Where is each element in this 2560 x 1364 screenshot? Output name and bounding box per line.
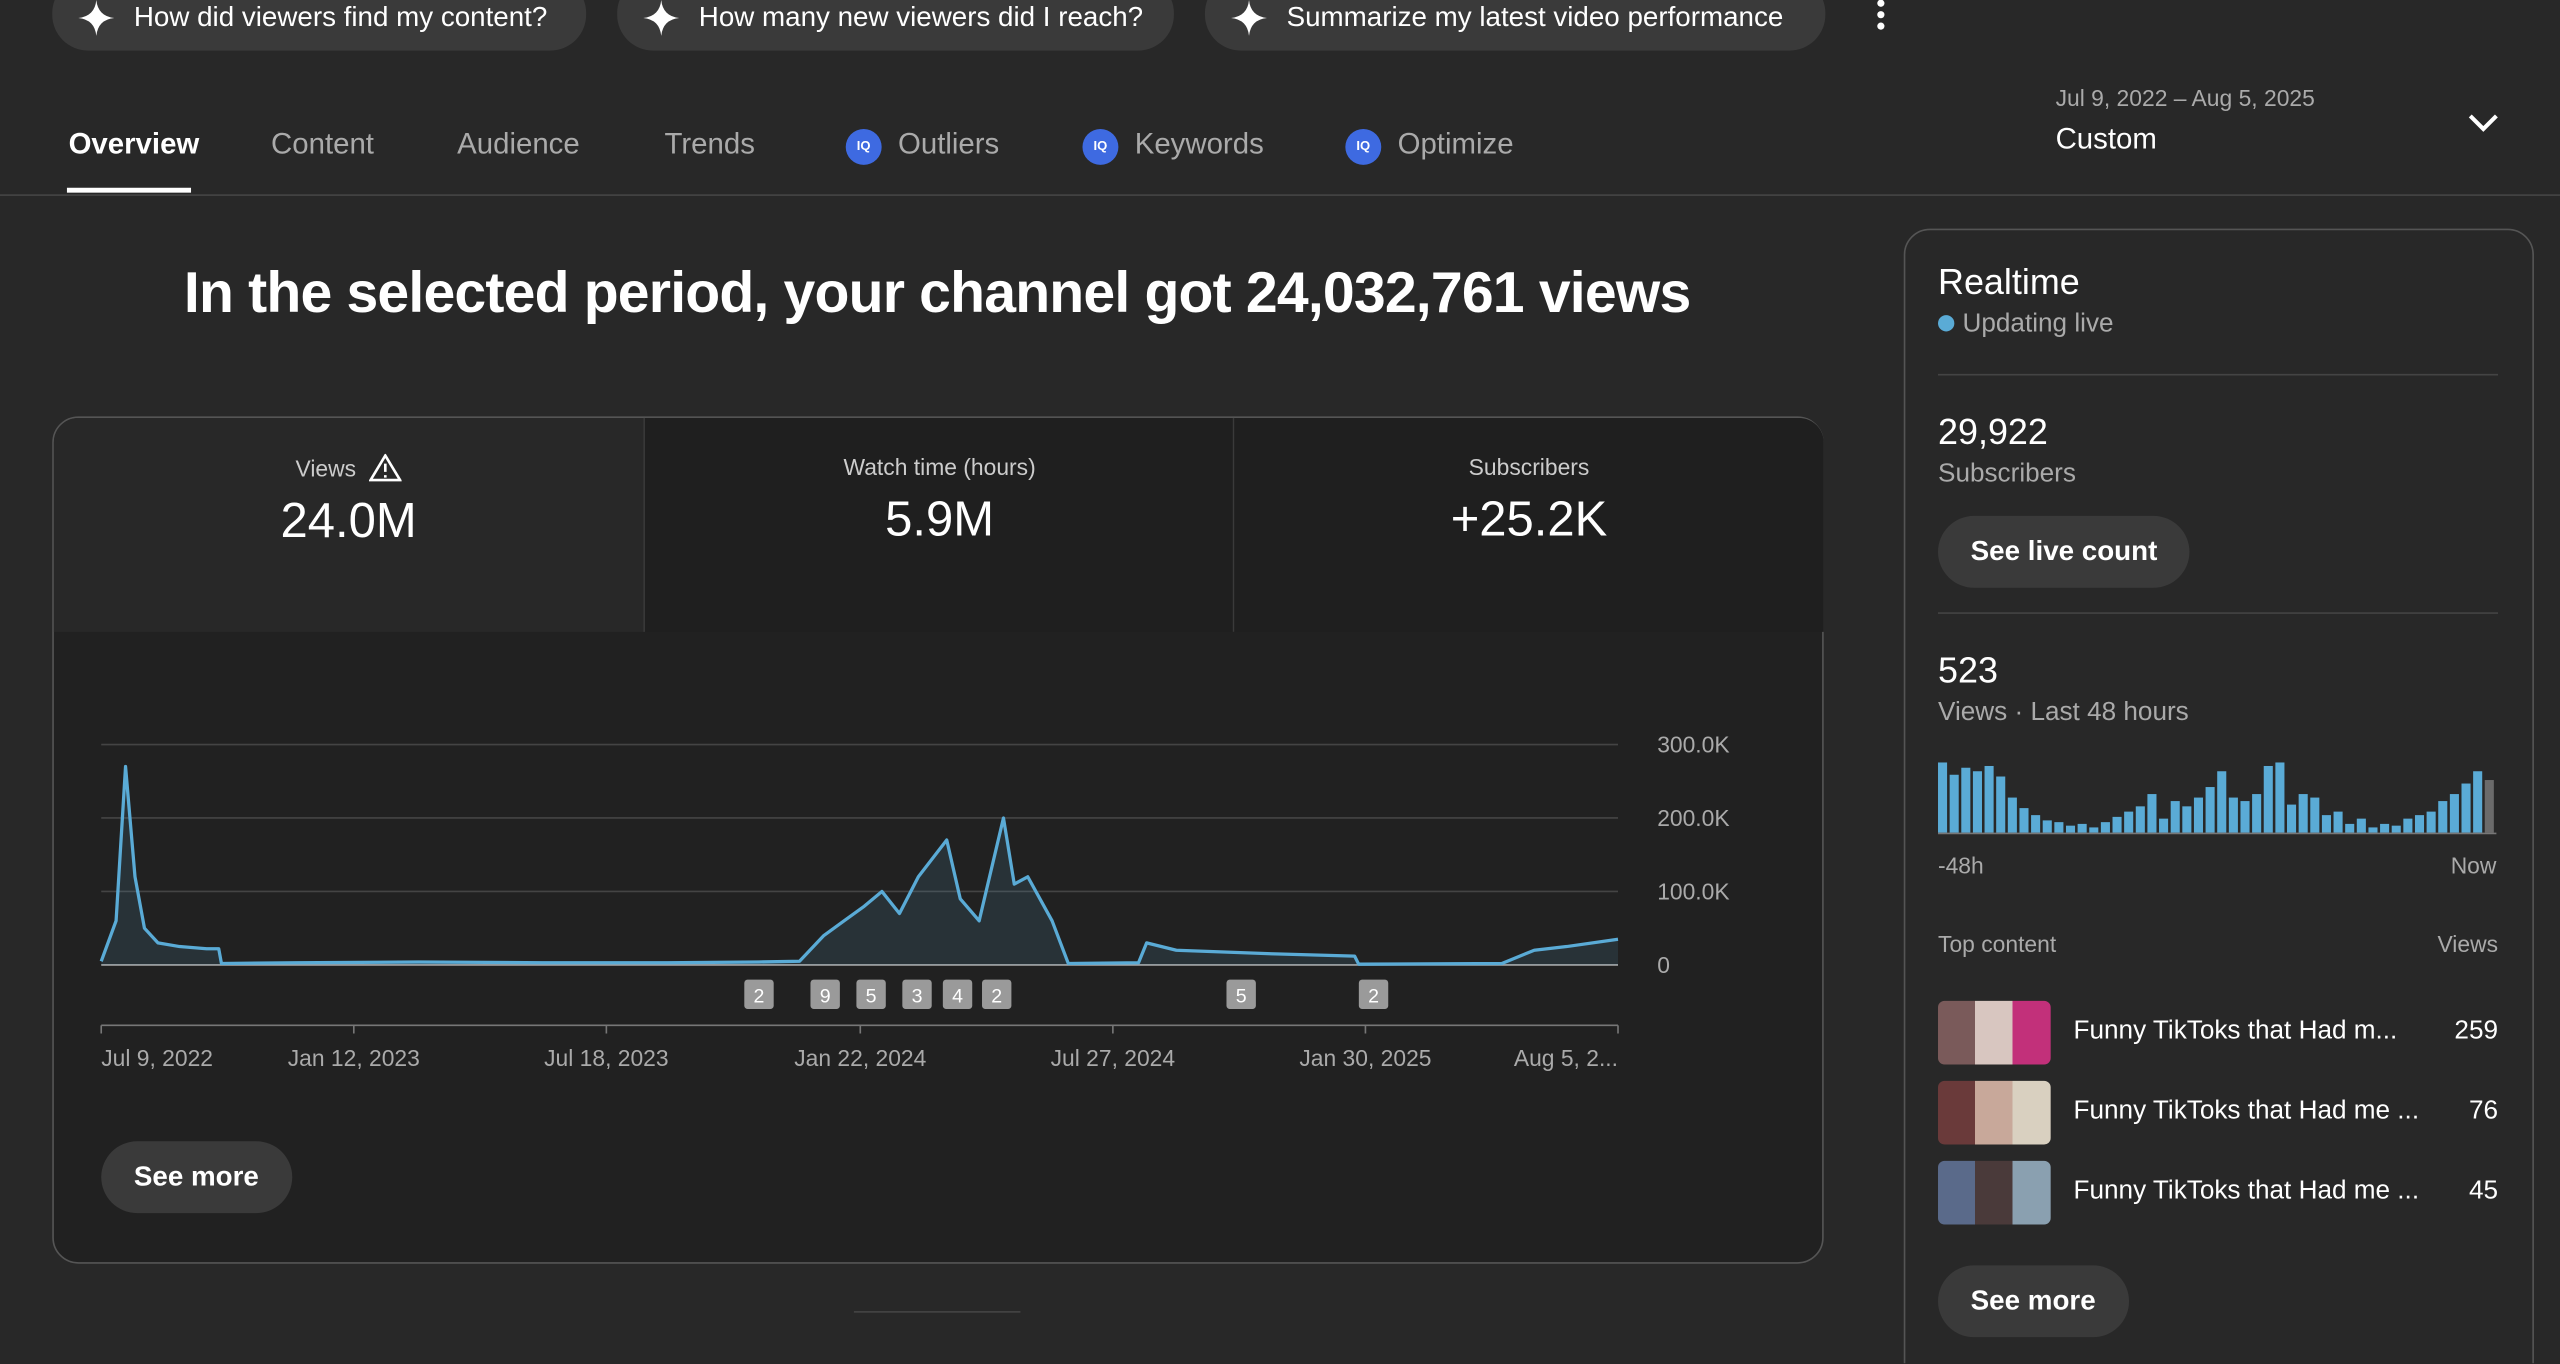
iq-badge: IQ — [1082, 128, 1119, 165]
scroll-hint — [853, 1311, 1021, 1313]
subscriber-count: 29,922 — [1938, 411, 2048, 453]
thumbnail[interactable] — [1938, 1000, 2051, 1065]
video-views: 259 — [2454, 1017, 2499, 1045]
metric-tile[interactable]: Watch time (hours) 5.9M — [643, 417, 1235, 632]
video-views: 76 — [2468, 1097, 2499, 1125]
tab[interactable]: Audience — [457, 127, 580, 161]
top-content-label: Top content — [1938, 930, 2057, 957]
metric-value: +25.2K — [1450, 493, 1608, 547]
suggestion-chip[interactable]: Summarize my latest video performance — [1204, 0, 1826, 51]
subscriber-label: Subscribers — [1938, 460, 2076, 489]
chip-text: How many new viewers did I reach? — [698, 1, 1144, 33]
see-more-button[interactable]: See more — [101, 1141, 292, 1214]
video-title[interactable]: Funny TikToks that Had me ... — [2073, 1177, 2420, 1205]
chip-text: Summarize my latest video performance — [1286, 1, 1784, 33]
warning-icon — [368, 452, 403, 482]
video-title[interactable]: Funny TikToks that Had m... — [2073, 1017, 2398, 1045]
live-status: Updating live — [1938, 310, 2114, 339]
live-count-button[interactable]: See live count — [1938, 515, 2190, 588]
iq-badge: IQ — [1345, 128, 1382, 165]
date-range: Jul 9, 2022 – Aug 5, 2025 — [2055, 84, 2315, 112]
metric-tile[interactable]: Subscribers +25.2K — [1232, 417, 1824, 632]
more-menu[interactable] — [1871, 0, 1891, 33]
status-text: Updating live — [1962, 310, 2114, 338]
tab[interactable]: Optimize — [1397, 127, 1514, 161]
tab[interactable]: Overview — [68, 127, 200, 161]
tab[interactable]: Outliers — [897, 127, 1000, 161]
tab[interactable]: Trends — [664, 127, 755, 161]
metric-tile[interactable]: Views 24.0M — [53, 417, 644, 632]
views-label: Views · Last 48 hours — [1938, 698, 2189, 727]
suggestion-chip[interactable]: How did viewers find my content? — [52, 0, 587, 51]
video-views: 45 — [2468, 1177, 2499, 1205]
tab[interactable]: Content — [271, 127, 374, 161]
metric-label: Views — [295, 455, 357, 482]
iq-badge: IQ — [845, 128, 882, 165]
divider — [1938, 612, 2499, 614]
realtime-title: Realtime — [1938, 261, 2080, 303]
suggestion-chip[interactable]: How many new viewers did I reach? — [617, 0, 1174, 51]
thumbnail[interactable] — [1938, 1160, 2051, 1225]
video-title[interactable]: Funny TikToks that Had me ... — [2073, 1097, 2420, 1125]
tab[interactable]: Keywords — [1134, 127, 1264, 161]
divider — [0, 194, 2560, 196]
tab-underline — [66, 187, 192, 193]
views-count: 523 — [1938, 649, 1998, 691]
metric-label: Watch time (hours) — [843, 453, 1036, 481]
dropdown-chevron[interactable] — [2467, 111, 2500, 134]
date-preset[interactable]: Custom — [2055, 122, 2157, 156]
metric-value: 5.9M — [885, 493, 995, 547]
views-column-label: Views — [2437, 930, 2499, 957]
thumbnail[interactable] — [1938, 1080, 2051, 1145]
metric-label: Subscribers — [1468, 453, 1590, 481]
chip-text: How did viewers find my content? — [133, 1, 548, 33]
metric-value: 24.0M — [280, 494, 417, 549]
see-more-button[interactable]: See more — [1938, 1265, 2129, 1338]
headline: In the selected period, your channel got… — [183, 261, 1691, 325]
divider — [1938, 373, 2499, 376]
